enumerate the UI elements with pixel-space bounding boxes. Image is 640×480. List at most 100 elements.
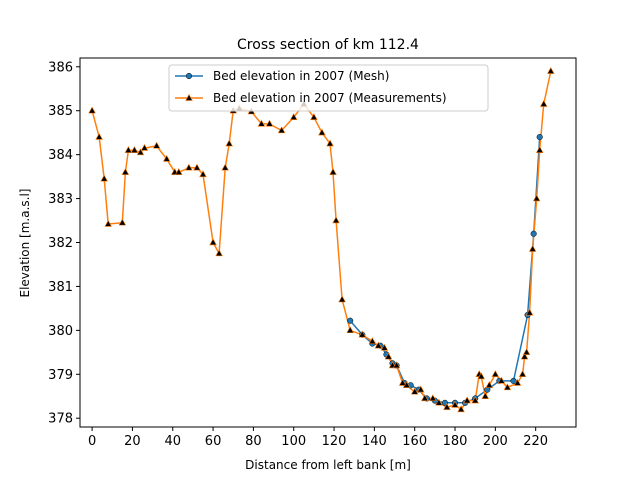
- measurement-point: [522, 348, 531, 356]
- y-axis: 378 379 380 381 382 383 384 385 386: [48, 60, 80, 427]
- y-tick-label: 383: [48, 192, 73, 207]
- measurement-point: [443, 403, 451, 410]
- x-tick-label: 60: [205, 434, 222, 449]
- y-axis-label: Elevation [m.a.s.l]: [18, 189, 32, 298]
- x-tick-label: 20: [124, 434, 141, 449]
- measurement-point: [318, 128, 326, 136]
- measurement-point: [346, 326, 354, 334]
- measurement-point: [463, 396, 471, 404]
- x-tick-label: 140: [362, 434, 387, 449]
- measurement-point: [358, 330, 367, 338]
- measurement-point: [384, 352, 393, 360]
- measurement-point: [477, 372, 486, 380]
- measurement-point: [368, 337, 377, 345]
- measurement-point: [435, 398, 443, 406]
- measurement-point: [485, 381, 494, 388]
- measurement-point: [410, 387, 419, 395]
- legend-measurements-marker: [185, 93, 193, 101]
- measurement-point: [528, 244, 537, 252]
- legend: Bed elevation in 2007 (Mesh) Bed elevati…: [168, 64, 489, 112]
- measurement-point: [265, 119, 274, 127]
- measurement-point: [471, 396, 479, 404]
- measurement-point: [546, 66, 555, 74]
- measurement-point: [416, 385, 425, 393]
- measurement-point: [162, 154, 171, 162]
- measurement-point: [118, 218, 127, 226]
- measurement-point: [532, 194, 541, 202]
- x-axis: 0 20 40 60 80 100 120 140 160 180 200 220: [88, 427, 548, 449]
- measurement-point: [374, 341, 383, 349]
- measurement-point: [518, 370, 527, 377]
- y-tick-label: 382: [48, 236, 73, 251]
- measurement-point: [257, 119, 266, 127]
- measurement-point: [392, 361, 401, 369]
- measurement-point: [199, 170, 207, 178]
- y-tick-label: 381: [48, 280, 73, 295]
- measurement-point: [539, 99, 548, 107]
- y-tick-label: 384: [48, 148, 73, 163]
- measurement-point: [326, 139, 334, 147]
- measurement-point: [152, 141, 161, 149]
- measurement-point: [513, 378, 522, 386]
- measurement-point: [520, 352, 529, 360]
- measurement-point: [215, 249, 223, 257]
- measurement-point: [130, 146, 139, 153]
- measurement-point: [277, 126, 286, 134]
- measurement-point: [100, 174, 109, 182]
- x-tick-label: 200: [483, 434, 508, 449]
- measurement-point: [124, 146, 133, 153]
- measurement-point: [88, 106, 96, 114]
- x-tick-label: 180: [443, 434, 468, 449]
- legend-box: [168, 64, 489, 112]
- y-tick-label: 380: [48, 324, 73, 339]
- measurement-point: [497, 376, 506, 384]
- y-tick-label: 378: [48, 412, 73, 427]
- measurement-point: [140, 143, 149, 151]
- measurement-point: [329, 167, 337, 175]
- x-tick-label: 80: [245, 434, 262, 449]
- measurement-point: [185, 163, 193, 171]
- x-tick-label: 220: [523, 434, 548, 449]
- chart-title: Cross section of km 112.4: [237, 37, 419, 53]
- legend-mesh-label: Bed elevation in 2007 (Mesh): [213, 69, 389, 83]
- measurement-point: [289, 113, 298, 121]
- measurement-point: [338, 295, 346, 303]
- mesh-point: [510, 377, 517, 384]
- legend-measurements-label: Bed elevation in 2007 (Measurements): [213, 91, 447, 105]
- measurement-point: [429, 394, 437, 402]
- measurement-point: [503, 383, 512, 391]
- measurement-point: [221, 163, 229, 171]
- measurement-point: [136, 148, 145, 156]
- measurement-point: [535, 146, 544, 153]
- measurement-point: [95, 132, 103, 140]
- x-tick-label: 100: [281, 434, 306, 449]
- measurement-point: [193, 163, 201, 171]
- measurement-point: [525, 308, 534, 316]
- x-tick-label: 120: [322, 434, 347, 449]
- mesh-point: [536, 134, 543, 141]
- measurement-point: [174, 167, 183, 175]
- measurement-point: [104, 219, 113, 227]
- mesh-point: [347, 317, 354, 324]
- y-tick-label: 386: [48, 60, 73, 75]
- measurement-point: [451, 400, 459, 408]
- x-tick-label: 40: [164, 434, 181, 449]
- x-axis-label: Distance from left bank [m]: [245, 458, 411, 472]
- measurement-point: [225, 139, 234, 147]
- measurement-point: [481, 392, 490, 399]
- measurement-point: [398, 378, 407, 386]
- measurement-point: [380, 343, 389, 351]
- plot-area: [88, 66, 555, 413]
- measurement-point: [332, 216, 340, 224]
- legend-mesh-marker: [185, 72, 193, 80]
- measurement-point: [209, 238, 217, 246]
- measurement-point: [491, 370, 500, 377]
- mesh-point: [530, 230, 537, 237]
- x-tick-label: 0: [88, 434, 96, 449]
- series-line-mesh: [349, 137, 541, 404]
- measurement-point: [121, 167, 130, 175]
- plot-frame: [79, 57, 577, 428]
- y-tick-label: 379: [48, 368, 73, 383]
- measurement-point: [402, 381, 411, 388]
